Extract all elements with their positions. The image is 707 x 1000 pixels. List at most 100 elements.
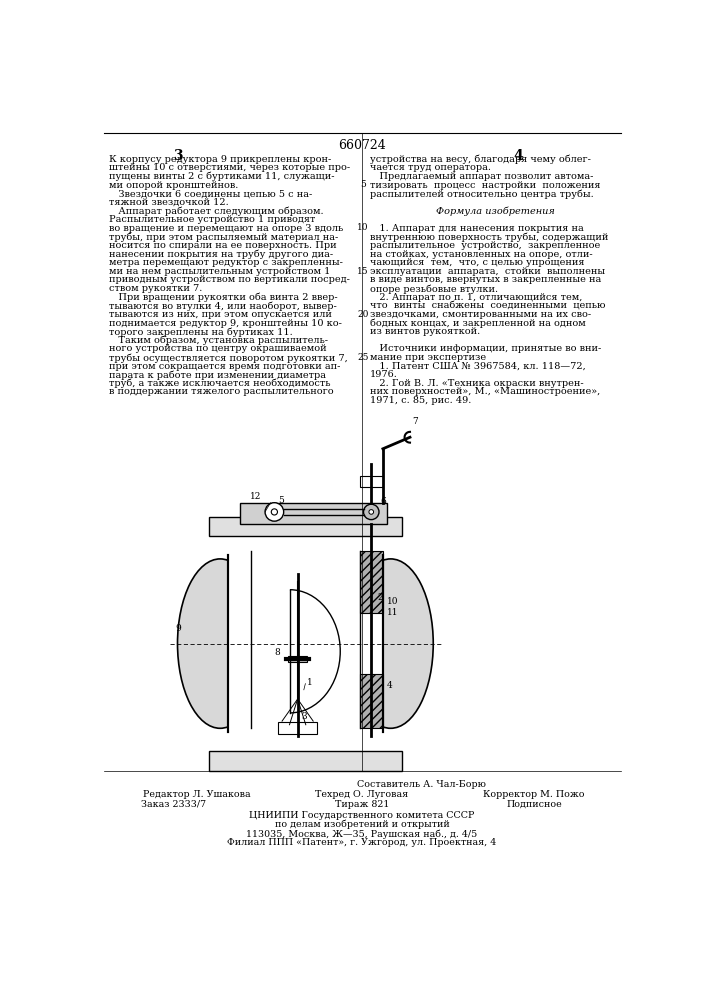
Bar: [209, 517, 402, 536]
Text: 2. Аппарат по п. 1, отличающийся тем,: 2. Аппарат по п. 1, отличающийся тем,: [370, 293, 582, 302]
Text: Техред О. Луговая: Техред О. Луговая: [315, 790, 409, 799]
Text: ством рукоятки 7.: ством рукоятки 7.: [110, 284, 203, 293]
Text: 1. Патент США № 3967584, кл. 118—72,: 1. Патент США № 3967584, кл. 118—72,: [370, 362, 585, 371]
Text: звездочками, смонтированными на их сво-: звездочками, смонтированными на их сво-: [370, 310, 591, 319]
Text: Аппарат работает следующим образом.: Аппарат работает следующим образом.: [110, 206, 324, 216]
Text: 25: 25: [357, 353, 368, 362]
Text: устройства на весу, благодаря чему облег-: устройства на весу, благодаря чему облег…: [370, 155, 590, 164]
Text: в поддержании тяжелого распылительного: в поддержании тяжелого распылительного: [110, 387, 334, 396]
Text: из винтов рукояткой.: из винтов рукояткой.: [370, 327, 480, 336]
Text: 20: 20: [357, 310, 368, 319]
Text: мание при экспертизе: мание при экспертизе: [370, 353, 486, 362]
Text: тываются из них, при этом опускается или: тываются из них, при этом опускается или: [110, 310, 332, 319]
Text: 3: 3: [173, 149, 182, 163]
Text: 7: 7: [412, 417, 418, 426]
Text: 3: 3: [301, 712, 307, 721]
Text: 4: 4: [387, 681, 392, 690]
Circle shape: [271, 509, 277, 515]
Text: 10: 10: [387, 597, 398, 606]
Text: внутреннюю поверхность трубы, содержащий: внутреннюю поверхность трубы, содержащий: [370, 232, 608, 242]
Text: на стойках, установленных на опоре, отли-: на стойках, установленных на опоре, отли…: [370, 250, 592, 259]
Text: труб, а также исключается необходимость: труб, а также исключается необходимость: [110, 379, 331, 388]
Text: приводным устройством по вертикали посред-: приводным устройством по вертикали посре…: [110, 275, 350, 284]
Text: Источники информации, принятые во вни-: Источники информации, принятые во вни-: [370, 344, 601, 353]
Text: во вращение и перемещают на опоре 3 вдоль: во вращение и перемещают на опоре 3 вдол…: [110, 224, 344, 233]
Text: 4: 4: [513, 149, 523, 163]
Circle shape: [363, 504, 379, 520]
Text: при этом сокращается время подготовки ап-: при этом сокращается время подготовки ап…: [110, 362, 341, 371]
Circle shape: [369, 510, 373, 514]
Text: 1976.: 1976.: [370, 370, 397, 379]
Text: 10: 10: [357, 223, 368, 232]
Text: распылителей относительно центра трубы.: распылителей относительно центра трубы.: [370, 189, 593, 199]
Text: трубы, при этом распыляемый материал на-: трубы, при этом распыляемый материал на-: [110, 232, 339, 242]
Text: Заказ 2333/7: Заказ 2333/7: [141, 800, 206, 809]
Text: метра перемещают редуктор с закрепленны-: метра перемещают редуктор с закрепленны-: [110, 258, 343, 267]
Text: штейны 10 с отверстиями, через которые про-: штейны 10 с отверстиями, через которые п…: [110, 163, 351, 172]
Text: 11: 11: [387, 608, 398, 617]
Text: торого закреплены на буртиках 11.: торого закреплены на буртиках 11.: [110, 327, 293, 337]
Text: пущены винты 2 с буртиками 11, служащи-: пущены винты 2 с буртиками 11, служащи-: [110, 172, 335, 181]
Text: поднимается редуктор 9, кронштейны 10 ко-: поднимается редуктор 9, кронштейны 10 ко…: [110, 319, 342, 328]
Text: Филиал ППП «Патент», г. Ужгород, ул. Проектная, 4: Филиал ППП «Патент», г. Ужгород, ул. Про…: [228, 838, 496, 847]
Text: Тираж 821: Тираж 821: [334, 800, 389, 809]
Bar: [228, 555, 383, 732]
Text: чается труд оператора.: чается труд оператора.: [370, 163, 491, 172]
Text: Звездочки 6 соединены цепью 5 с на-: Звездочки 6 соединены цепью 5 с на-: [110, 189, 312, 198]
Text: ми на нем распылительным устройством 1: ми на нем распылительным устройством 1: [110, 267, 331, 276]
Bar: [209, 751, 402, 771]
Text: Подписное: Подписное: [506, 800, 562, 809]
Text: ЦНИИПИ Государственного комитета СССР: ЦНИИПИ Государственного комитета СССР: [250, 811, 474, 820]
Text: тизировать  процесс  настройки  положения: тизировать процесс настройки положения: [370, 181, 600, 190]
Text: что  винты  снабжены  соединенными  цепью: что винты снабжены соединенными цепью: [370, 301, 605, 310]
Circle shape: [265, 503, 284, 521]
Text: тяжной звездочкой 12.: тяжной звездочкой 12.: [110, 198, 229, 207]
Ellipse shape: [348, 559, 433, 728]
Text: 1: 1: [307, 678, 312, 687]
Bar: [360, 674, 383, 728]
Text: 8: 8: [274, 648, 280, 657]
Text: опоре резьбовые втулки.: опоре резьбовые втулки.: [370, 284, 498, 294]
Text: Предлагаемый аппарат позволит автома-: Предлагаемый аппарат позволит автома-: [370, 172, 593, 181]
Ellipse shape: [177, 559, 263, 728]
Text: 12: 12: [250, 492, 261, 501]
Text: Редактор Л. Ушакова: Редактор Л. Ушакова: [143, 790, 251, 799]
Text: по делам изобретений и открытий: по делам изобретений и открытий: [274, 820, 450, 829]
Text: 9: 9: [175, 624, 182, 633]
Text: Таким образом, установка распылитель-: Таким образом, установка распылитель-: [110, 336, 328, 345]
Text: парата к работе при изменении диаметра: парата к работе при изменении диаметра: [110, 370, 327, 380]
Text: нанесении покрытия на трубу другого диа-: нанесении покрытия на трубу другого диа-: [110, 250, 334, 259]
Bar: [288, 656, 308, 662]
Text: Распылительное устройство 1 приводят: Распылительное устройство 1 приводят: [110, 215, 315, 224]
Text: 1. Аппарат для нанесения покрытия на: 1. Аппарат для нанесения покрытия на: [370, 224, 583, 233]
Text: ми опорой кронштейнов.: ми опорой кронштейнов.: [110, 181, 239, 190]
Text: 5: 5: [360, 180, 366, 189]
Text: Формула изобретения: Формула изобретения: [436, 206, 555, 216]
Bar: [360, 476, 383, 487]
Bar: [360, 551, 383, 613]
Text: трубы осуществляется поворотом рукоятки 7,: трубы осуществляется поворотом рукоятки …: [110, 353, 348, 363]
Text: Составитель А. Чал-Борю: Составитель А. Чал-Борю: [357, 780, 486, 789]
Text: тываются во втулки 4, или наоборот, вывер-: тываются во втулки 4, или наоборот, выве…: [110, 301, 337, 311]
Text: распылительное  устройство,  закрепленное: распылительное устройство, закрепленное: [370, 241, 600, 250]
Text: 2: 2: [378, 593, 383, 602]
Text: 6: 6: [380, 497, 386, 506]
Bar: [240, 503, 387, 524]
Text: эксплуатации  аппарата,  стойки  выполнены: эксплуатации аппарата, стойки выполнены: [370, 267, 604, 276]
Text: 15: 15: [357, 267, 368, 276]
Text: ного устройства по центру окрашиваемой: ного устройства по центру окрашиваемой: [110, 344, 327, 353]
Text: 1971, с. 85, рис. 49.: 1971, с. 85, рис. 49.: [370, 396, 471, 405]
Text: 660724: 660724: [338, 139, 386, 152]
Text: носится по спирали на ее поверхность. При: носится по спирали на ее поверхность. Пр…: [110, 241, 337, 250]
Text: бодных концах, и закрепленной на одном: бодных концах, и закрепленной на одном: [370, 319, 585, 328]
Text: 2. Гой В. Л. «Техника окраски внутрен-: 2. Гой В. Л. «Техника окраски внутрен-: [370, 379, 583, 388]
Text: в виде винтов, ввернутых в закрепленные на: в виде винтов, ввернутых в закрепленные …: [370, 275, 601, 284]
Text: К корпусу редуктора 9 прикреплены крон-: К корпусу редуктора 9 прикреплены крон-: [110, 155, 332, 164]
Text: 5: 5: [279, 496, 284, 505]
Text: чающийся  тем,  что, с целью упрощения: чающийся тем, что, с целью упрощения: [370, 258, 584, 267]
Text: 113035, Москва, Ж—35, Раушская наб., д. 4/5: 113035, Москва, Ж—35, Раушская наб., д. …: [246, 829, 477, 839]
Bar: [279, 722, 317, 734]
Text: При вращении рукоятки оба винта 2 ввер-: При вращении рукоятки оба винта 2 ввер-: [110, 293, 338, 302]
Text: Корректор М. Пожо: Корректор М. Пожо: [484, 790, 585, 799]
Text: них поверхностей», М., «Машиностроение»,: них поверхностей», М., «Машиностроение»,: [370, 387, 600, 396]
